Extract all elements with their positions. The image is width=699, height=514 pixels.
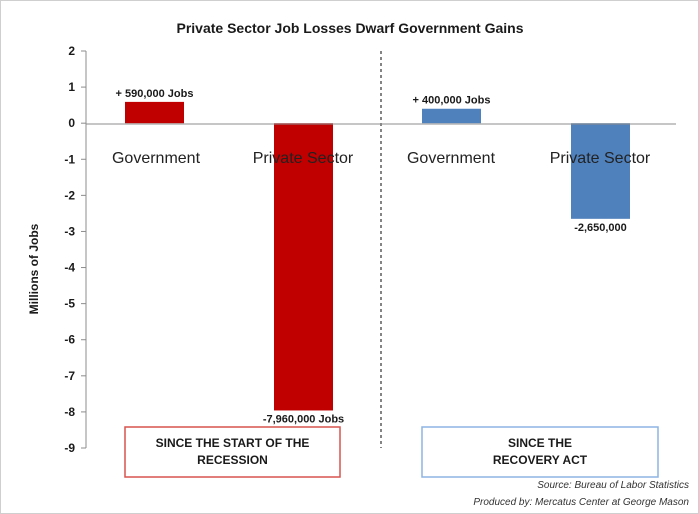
data-label: + 590,000 Jobs bbox=[116, 88, 194, 100]
y-tick-label: -9 bbox=[64, 441, 75, 455]
chart-title: Private Sector Job Losses Dwarf Governme… bbox=[176, 20, 523, 36]
y-axis-ticks: 2 1 0 -1 -2 -3 -4 -5 -6 -7 -8 -9 bbox=[64, 44, 86, 455]
category-label: Government bbox=[407, 150, 496, 167]
y-tick-label: -1 bbox=[64, 152, 75, 166]
group-box-0 bbox=[124, 426, 341, 478]
bar-1-private-sector bbox=[571, 123, 630, 219]
bar-0-private-sector bbox=[274, 123, 333, 411]
group-box-1 bbox=[421, 426, 659, 478]
category-label: Private Sector bbox=[253, 150, 354, 167]
bars-layer: + 590,000 Jobs -7,960,000 Jobs + 400,000 J… bbox=[116, 88, 630, 425]
data-label: -2,650,000 bbox=[574, 222, 627, 234]
y-tick-label: 1 bbox=[68, 80, 75, 94]
producer-note: Produced by: Mercatus Center at George M… bbox=[473, 497, 689, 508]
group-boxes: SINCE THE START OF THE RECESSION SINCE THE… bbox=[124, 426, 659, 478]
y-tick-label: -5 bbox=[64, 297, 75, 311]
category-label: Private Sector bbox=[550, 150, 651, 167]
y-tick-label: -6 bbox=[64, 333, 75, 347]
y-axis-label: Millions of Jobs bbox=[27, 223, 41, 314]
y-tick-label: 0 bbox=[68, 116, 75, 130]
category-labels: Government Private Sector Government Privat… bbox=[112, 150, 651, 167]
group-label-line: SINCE THE bbox=[508, 436, 572, 450]
y-tick-label: -2 bbox=[64, 188, 75, 202]
group-label-line: RECOVERY ACT bbox=[493, 453, 588, 467]
data-label: -7,960,000 Jobs bbox=[263, 413, 344, 425]
group-label-line: SINCE THE START OF THE bbox=[156, 436, 310, 450]
y-tick-label: -7 bbox=[64, 369, 75, 383]
source-note: Source: Bureau of Labor Statistics bbox=[537, 480, 689, 491]
bar-0-government bbox=[125, 101, 184, 124]
y-tick-label: 2 bbox=[68, 44, 75, 58]
y-tick-label: -8 bbox=[64, 405, 75, 419]
group-label-line: RECESSION bbox=[197, 453, 268, 467]
y-tick-label: -4 bbox=[64, 261, 75, 275]
y-tick-label: -3 bbox=[64, 224, 75, 238]
bar-1-government bbox=[422, 108, 481, 124]
data-label: + 400,000 Jobs bbox=[413, 95, 491, 107]
category-label: Government bbox=[112, 150, 201, 167]
